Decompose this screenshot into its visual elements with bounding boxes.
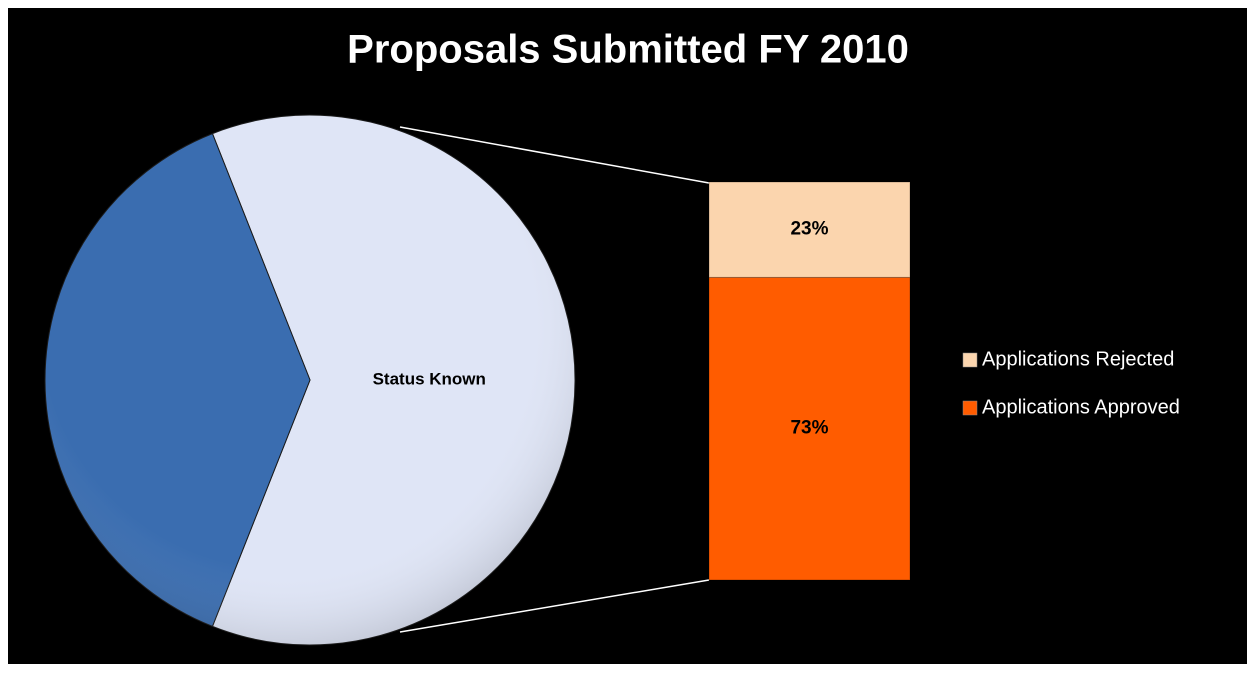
bar-segment: [708, 181, 911, 278]
legend-swatch: [962, 352, 978, 368]
slice-label: Status Known: [373, 369, 486, 388]
data-label: 23%: [790, 219, 828, 240]
legend-swatch: [962, 400, 978, 416]
legend-label: Applications Rejected: [982, 348, 1174, 370]
data-label: 73%: [790, 418, 828, 439]
chart-title: Proposals Submitted FY 2010: [347, 28, 909, 72]
bar-segment: [708, 276, 911, 581]
legend-label: Applications Approved: [982, 396, 1180, 418]
